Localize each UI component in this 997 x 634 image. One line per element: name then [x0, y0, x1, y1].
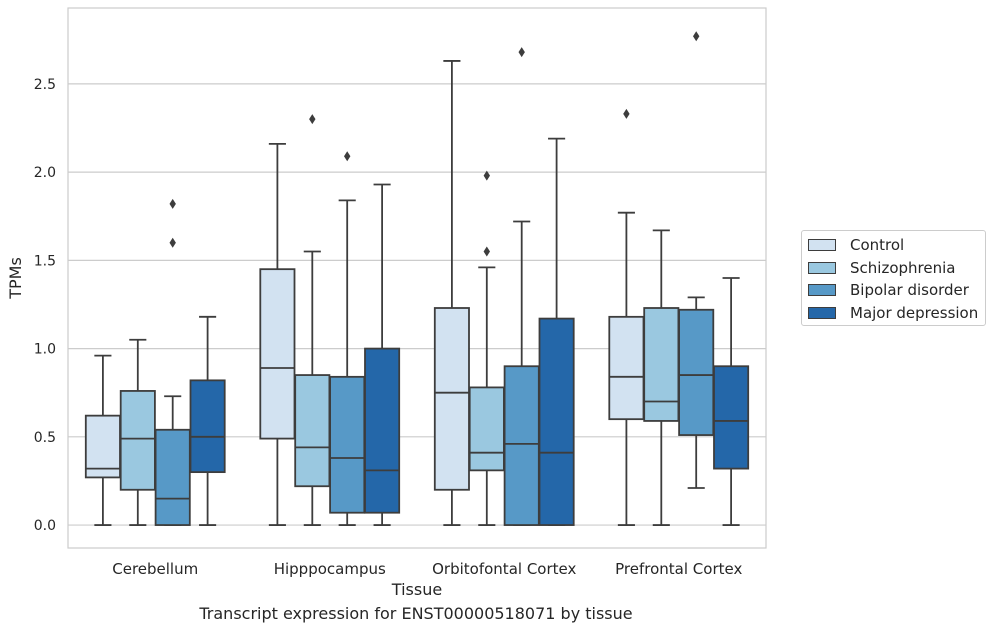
y-tick-label: 2.5 [34, 77, 56, 93]
box-1-3 [364, 183, 401, 526]
box-0-3 [189, 315, 226, 526]
box-iqr [154, 428, 191, 526]
y-axis-ticks: 0.0 0.5 1.0 1.5 2.0 2.5 [34, 77, 56, 534]
box-0-1 [119, 338, 156, 526]
y-tick-label: 0.5 [34, 430, 56, 446]
box-0-0 [84, 354, 121, 526]
box-iqr [189, 379, 226, 474]
legend-label: Schizophrenia [850, 259, 956, 277]
y-tick-label: 0.0 [34, 518, 56, 534]
box-3-2 [678, 31, 715, 489]
legend-item-schizophrenia: Schizophrenia [808, 258, 955, 278]
y-tick-label: 1.0 [34, 342, 56, 358]
x-tick-label: Prefrontal Cortex [615, 560, 742, 578]
legend-label: Bipolar disorder [850, 281, 969, 299]
box-2-0 [433, 60, 470, 526]
box-iqr [259, 268, 296, 440]
legend-label: Control [850, 236, 905, 254]
box-iqr [678, 308, 715, 436]
box-3-3 [713, 277, 750, 526]
chart-legend: Control Schizophrenia Bipolar disorder M… [801, 230, 986, 326]
legend-swatch [808, 239, 836, 251]
legend-swatch [808, 284, 836, 296]
box-iqr [538, 317, 575, 526]
legend-swatch [808, 262, 836, 274]
box-iqr [433, 307, 470, 491]
legend-swatch [808, 307, 836, 319]
box-2-1 [468, 170, 505, 526]
box-iqr [503, 365, 540, 526]
legend-label: Major depression [850, 304, 979, 322]
box-iqr [643, 307, 680, 422]
y-tick-label: 2.0 [34, 165, 56, 181]
outlier-point [309, 114, 316, 125]
box-1-2 [329, 151, 366, 526]
x-tick-label: Hipppocampus [274, 560, 386, 578]
y-axis-label: TPMs [6, 257, 25, 300]
box-2-2 [503, 47, 540, 526]
outlier-point [483, 170, 490, 181]
box-3-0 [608, 108, 645, 526]
outlier-point [483, 246, 490, 257]
box-3-1 [643, 229, 680, 526]
figure-caption: Transcript expression for ENST0000051807… [199, 604, 633, 623]
box-iqr [468, 386, 505, 472]
outlier-point [344, 151, 351, 162]
x-tick-label: Cerebellum [112, 560, 198, 578]
y-tick-label: 1.5 [34, 253, 56, 269]
outlier-point [169, 198, 176, 209]
outlier-point [518, 47, 525, 58]
x-axis-ticks: Cerebellum Hipppocampus Orbitofontal Corte… [112, 560, 742, 578]
legend-item-major-depression: Major depression [808, 303, 978, 323]
box-2-3 [538, 137, 575, 526]
box-iqr [713, 365, 750, 470]
box-iqr [119, 390, 156, 491]
box-iqr [294, 374, 331, 488]
plot-frame [67, 7, 767, 549]
box-iqr [329, 375, 366, 514]
box-1-0 [259, 142, 296, 526]
x-tick-label: Orbitofontal Cortex [432, 560, 576, 578]
outlier-point [693, 31, 700, 42]
box-0-2 [154, 198, 191, 526]
x-axis-label: Tissue [391, 580, 442, 599]
outlier-point [623, 108, 630, 119]
box-iqr [608, 315, 645, 421]
legend-item-control: Control [808, 235, 904, 255]
box-iqr [364, 347, 401, 514]
legend-item-bipolar-disorder: Bipolar disorder [808, 280, 969, 300]
box-series [84, 31, 750, 526]
outlier-point [169, 237, 176, 248]
